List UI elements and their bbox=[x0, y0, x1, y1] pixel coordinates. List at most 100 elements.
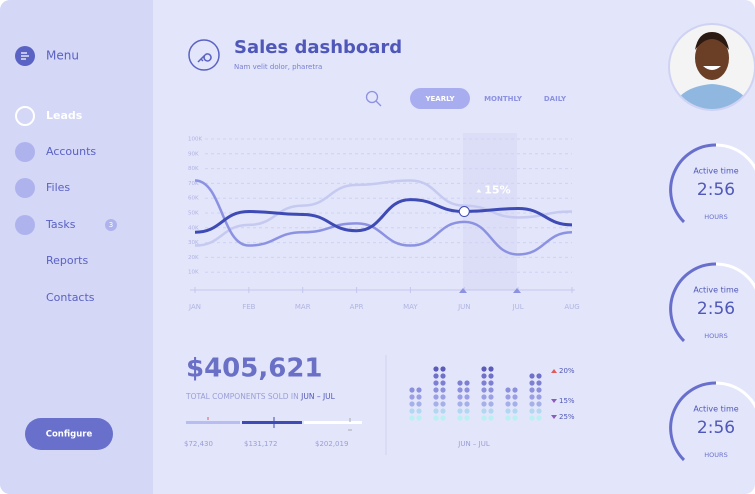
dot bbox=[529, 408, 535, 414]
dot-column bbox=[529, 373, 542, 421]
configure-button[interactable] bbox=[25, 418, 113, 450]
nav-icon bbox=[15, 142, 35, 162]
dot bbox=[488, 387, 494, 393]
dot bbox=[529, 380, 535, 386]
dot-column bbox=[409, 387, 422, 421]
nav-item[interactable]: Files bbox=[46, 181, 70, 194]
nav-item[interactable]: Contacts bbox=[46, 291, 95, 304]
nav-item[interactable]: Leads bbox=[46, 109, 83, 122]
dot bbox=[481, 415, 487, 421]
y-tick-label: 30K bbox=[188, 240, 199, 246]
dot bbox=[440, 373, 446, 379]
y-tick-label: 40K bbox=[188, 225, 199, 231]
dot bbox=[409, 394, 415, 400]
dot bbox=[529, 373, 535, 379]
annotation-arrow bbox=[476, 189, 482, 193]
dot bbox=[536, 394, 542, 400]
annotation: 15% bbox=[484, 184, 510, 197]
dot bbox=[536, 408, 542, 414]
dot bbox=[440, 380, 446, 386]
dot bbox=[481, 401, 487, 407]
leads-icon bbox=[15, 106, 35, 126]
timer-title: Active time bbox=[693, 167, 738, 176]
dot bbox=[505, 401, 511, 407]
dot-column bbox=[457, 380, 470, 421]
dot bbox=[464, 401, 470, 407]
dot bbox=[512, 415, 518, 421]
dot bbox=[440, 387, 446, 393]
dot bbox=[416, 387, 422, 393]
timer-arc bbox=[669, 381, 717, 462]
timer-value: 2:56 bbox=[697, 418, 735, 438]
progress-marker bbox=[348, 418, 352, 431]
dot bbox=[409, 408, 415, 414]
x-tick-label: MAR bbox=[295, 303, 311, 311]
nav-item[interactable]: Tasks bbox=[45, 218, 76, 231]
timers: Active time 2:56 HOURS Active time 2:56 HOURS… bbox=[669, 143, 755, 462]
timer-track bbox=[715, 262, 755, 290]
x-tick-label: MAY bbox=[403, 303, 418, 311]
dot bbox=[440, 415, 446, 421]
dot bbox=[488, 380, 494, 386]
avatar-smile bbox=[703, 66, 721, 70]
x-tick-label: FEB bbox=[242, 303, 255, 311]
dot bbox=[536, 373, 542, 379]
dot-column bbox=[433, 366, 446, 421]
progress-segment bbox=[186, 421, 240, 424]
dot bbox=[464, 415, 470, 421]
progress-segment bbox=[304, 421, 362, 424]
progress-label: $202,019 bbox=[315, 440, 348, 448]
search-icon[interactable] bbox=[365, 90, 379, 104]
dot bbox=[440, 394, 446, 400]
dot bbox=[416, 401, 422, 407]
dot bbox=[536, 380, 542, 386]
line-series bbox=[194, 198, 573, 234]
nav-item[interactable]: Reports bbox=[46, 254, 88, 267]
dot bbox=[457, 387, 463, 393]
nav-item[interactable]: Accounts bbox=[46, 145, 96, 158]
dot bbox=[529, 394, 535, 400]
caption: TOTAL COMPONENTS SOLD IN JUN – JUL bbox=[185, 392, 336, 401]
dot bbox=[529, 401, 535, 407]
tab-active[interactable] bbox=[410, 88, 470, 109]
tab[interactable]: DAILY bbox=[544, 95, 567, 103]
dot bbox=[536, 401, 542, 407]
dot bbox=[416, 415, 422, 421]
configure-label[interactable]: Configure bbox=[46, 430, 93, 440]
dot bbox=[464, 380, 470, 386]
dot bbox=[481, 394, 487, 400]
dot bbox=[536, 387, 542, 393]
header-icon bbox=[188, 39, 220, 71]
dot bbox=[505, 408, 511, 414]
nav-icon bbox=[15, 215, 35, 235]
dot bbox=[433, 394, 439, 400]
menu-title[interactable]: Menu bbox=[46, 49, 79, 63]
timer-unit: HOURS bbox=[704, 332, 727, 340]
dot bbox=[512, 387, 518, 393]
band-marker bbox=[459, 288, 467, 293]
key-glyph bbox=[197, 53, 212, 63]
dot bbox=[464, 394, 470, 400]
progress-label: $131,172 bbox=[244, 440, 277, 448]
dot bbox=[488, 401, 494, 407]
total: $405,621 bbox=[186, 354, 323, 384]
dot bbox=[488, 415, 494, 421]
tab[interactable]: YEARLY bbox=[424, 95, 455, 103]
dot bbox=[409, 401, 415, 407]
header-subtitle: Nam velit dolor, pharetra bbox=[234, 63, 322, 71]
dot bbox=[457, 415, 463, 421]
timer-title: Active time bbox=[693, 286, 738, 295]
dot bbox=[433, 373, 439, 379]
dot bbox=[505, 394, 511, 400]
timer-arc bbox=[669, 143, 717, 224]
dot bbox=[457, 394, 463, 400]
line-chart: 10K 20K 30K 40K 50K 60K 70K 80K 90K 100K JAN FEB MAR… bbox=[188, 137, 580, 312]
tab[interactable]: MONTHLY bbox=[484, 95, 523, 103]
dot-chart bbox=[409, 366, 542, 421]
dot bbox=[433, 380, 439, 386]
y-tick-label: 90K bbox=[188, 151, 199, 157]
x-tick-label: APR bbox=[350, 303, 364, 311]
y-tick-label: 50K bbox=[188, 211, 199, 217]
legend-up bbox=[551, 369, 557, 373]
